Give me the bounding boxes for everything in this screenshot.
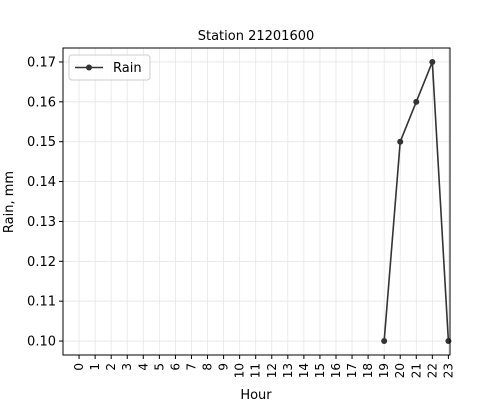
x-tick-label: 8 (201, 363, 215, 371)
x-tick-label: 4 (136, 363, 150, 371)
x-tick-label: 9 (217, 363, 231, 371)
x-tick-label: 1 (88, 363, 102, 371)
chart-title: Station 21201600 (198, 29, 315, 44)
x-tick-label: 0 (72, 363, 86, 371)
legend-label-rain: Rain (113, 61, 142, 76)
x-tick-label: 18 (361, 363, 375, 378)
x-tick-label: 16 (329, 363, 343, 378)
ticks-layer: 0 1 2 3 4 5 6 7 8 9 10 11 12 13 14 15 16 17 18 19 20 21 22 230.… (27, 55, 455, 378)
x-tick-label: 6 (168, 363, 182, 371)
y-tick-label: 0.11 (27, 295, 56, 310)
y-tick-label: 0.12 (27, 255, 56, 270)
y-tick-label: 0.16 (27, 95, 56, 110)
x-tick-label: 21 (409, 363, 423, 378)
y-tick-label: 0.10 (27, 335, 56, 350)
x-tick-label: 23 (441, 363, 455, 378)
x-tick-label: 20 (393, 363, 407, 378)
x-tick-label: 13 (281, 363, 295, 378)
y-tick-label: 0.14 (27, 175, 56, 190)
x-tick-label: 2 (104, 363, 118, 371)
x-tick-label: 22 (425, 363, 439, 378)
legend-marker-sample (86, 64, 92, 71)
x-tick-label: 11 (249, 363, 263, 378)
x-tick-label: 14 (297, 363, 311, 378)
x-axis-label: Hour (240, 388, 272, 400)
data-point (429, 58, 436, 65)
x-tick-label: 5 (152, 363, 166, 371)
x-tick-label: 3 (120, 363, 134, 371)
x-tick-label: 15 (313, 363, 327, 378)
y-tick-label: 0.15 (27, 135, 56, 150)
series-layer (381, 58, 452, 345)
x-tick-label: 10 (233, 363, 247, 378)
y-tick-label: 0.17 (27, 55, 56, 70)
data-point (397, 138, 404, 145)
x-tick-label: 7 (184, 363, 198, 371)
x-tick-label: 17 (345, 363, 359, 378)
legend: Rain (68, 54, 151, 81)
y-axis-label: Rain, mm (2, 171, 17, 233)
data-point (413, 98, 420, 105)
x-tick-label: 12 (265, 363, 279, 378)
legend-box (68, 54, 151, 81)
x-tick-label: 19 (377, 363, 391, 378)
axes-layer (62, 47, 451, 356)
plot-frame (62, 47, 451, 356)
data-point (381, 338, 388, 345)
grid-layer (63, 48, 450, 355)
y-tick-label: 0.13 (27, 215, 56, 230)
